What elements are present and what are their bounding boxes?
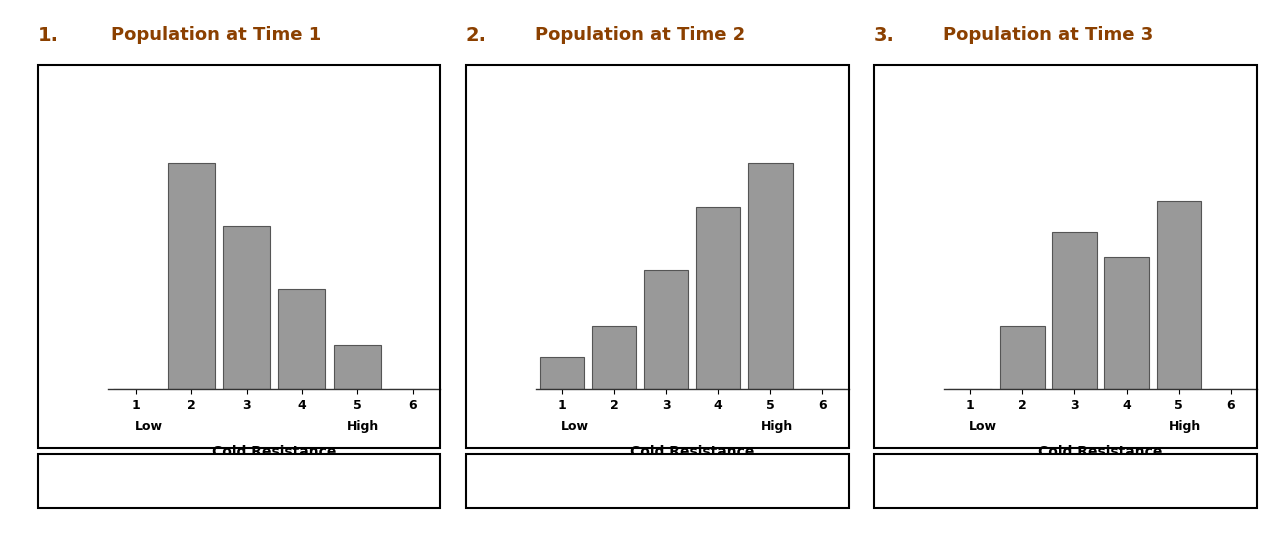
Text: 1.: 1. [38,25,59,45]
Bar [168,163,214,389]
Text: High: High [347,420,379,433]
Text: Low: Low [970,420,998,433]
Text: High: High [760,420,794,433]
Text: Environment: colder water: Environment: colder water [974,474,1157,488]
Bar [223,226,271,389]
Text: 3.: 3. [874,25,894,45]
Bar [1000,326,1045,389]
Text: 2.: 2. [466,25,486,45]
Bar [278,288,325,389]
Bar [748,163,792,389]
Bar [592,326,637,389]
Bar [1156,201,1201,389]
Text: Environment: warmer water: Environment: warmer water [142,474,337,488]
Bar [334,345,380,389]
Text: Population at Time 2: Population at Time 2 [535,26,745,44]
Text: Population at Time 1: Population at Time 1 [111,26,320,44]
Bar [1053,232,1096,389]
Text: Cold Resistance: Cold Resistance [1039,445,1162,459]
Text: Environment: colder water: Environment: colder water [565,474,749,488]
Text: Low: Low [135,420,163,433]
Bar [540,357,584,389]
Bar [697,207,740,389]
Text: Low: Low [561,420,590,433]
Text: High: High [1169,420,1202,433]
Bar [1105,257,1148,389]
Text: Population at Time 3: Population at Time 3 [943,26,1154,44]
Text: Cold Resistance: Cold Resistance [212,445,337,459]
Text: Cold Resistance: Cold Resistance [630,445,754,459]
Bar [644,270,688,389]
